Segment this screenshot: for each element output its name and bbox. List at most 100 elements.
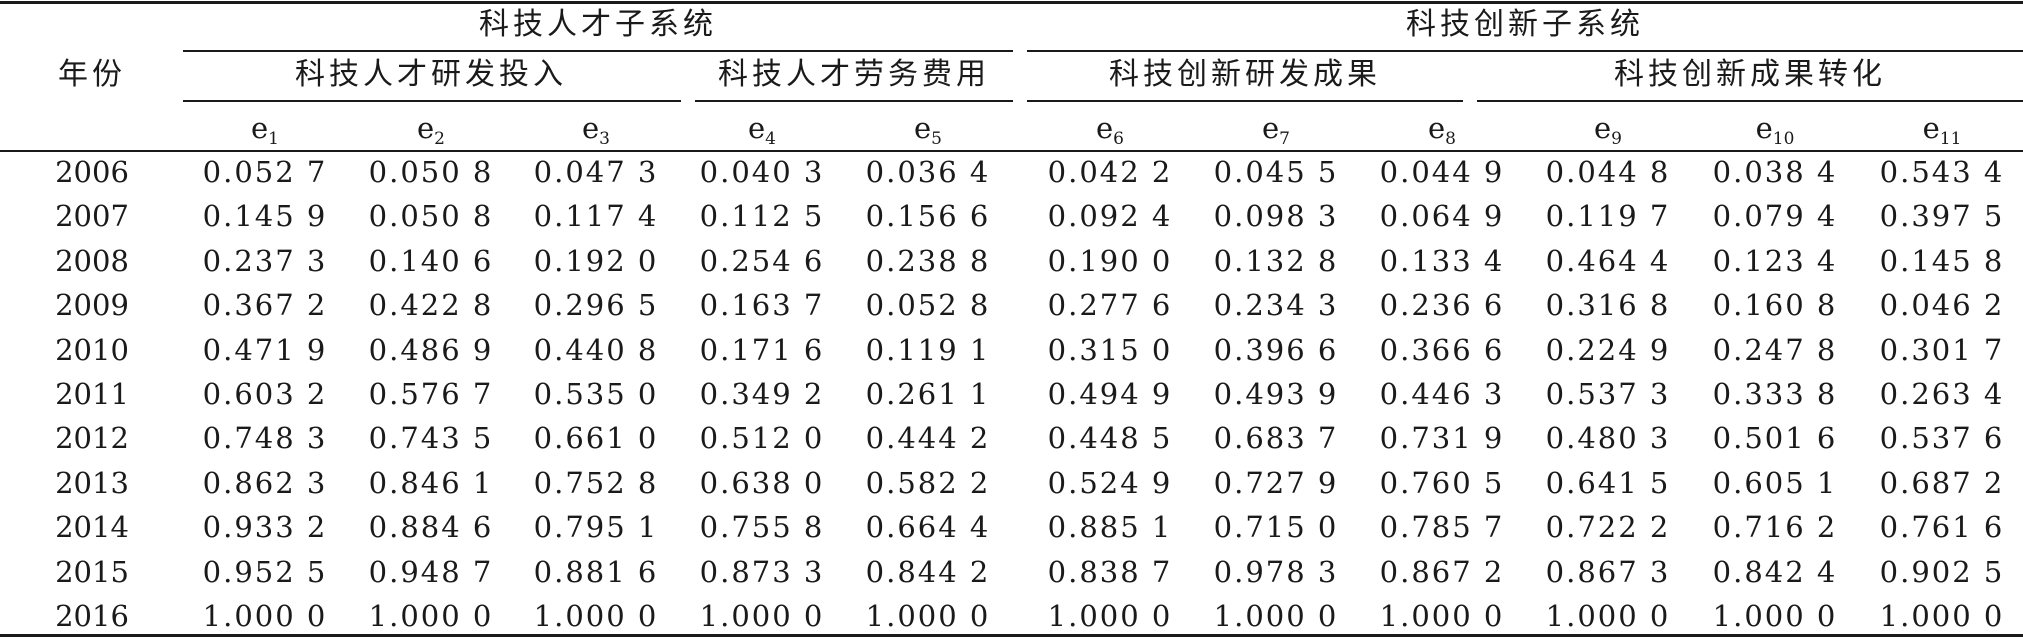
value-cell: 0.349 2	[699, 377, 825, 411]
value-cell: 0.190 0	[1047, 243, 1173, 278]
value-cell: 0.448 5	[1047, 421, 1173, 456]
value-cell: 0.603 2	[202, 377, 328, 411]
value-cell: 0.785 7	[1379, 510, 1505, 545]
value-cell: 0.885 1	[1047, 510, 1173, 545]
subgroup-header-2: 科技人才劳务费用	[718, 57, 990, 92]
value-cell: 0.156 6	[865, 199, 991, 234]
value-cell: 0.727 9	[1213, 465, 1339, 500]
value-cell: 0.838 7	[1047, 554, 1173, 589]
value-cell: 0.952 5	[202, 554, 328, 589]
year-cell: 2015	[55, 554, 129, 589]
value-cell: 1.000 0	[368, 599, 494, 633]
indicator-subscript: 4	[765, 129, 776, 149]
value-cell: 0.367 2	[202, 288, 328, 323]
year-cell: 2016	[55, 599, 129, 633]
value-cell: 1.000 0	[1545, 599, 1671, 633]
value-cell: 0.446 3	[1379, 377, 1505, 411]
indicator-subscript: 2	[434, 129, 445, 149]
value-cell: 0.052 7	[202, 155, 328, 189]
value-cell: 0.687 2	[1879, 465, 2005, 500]
value-cell: 0.044 9	[1379, 155, 1505, 189]
indicator-subscript: 10	[1772, 129, 1795, 149]
value-cell: 0.605 1	[1712, 465, 1838, 500]
value-cell: 1.000 0	[202, 599, 328, 633]
value-cell: 0.978 3	[1213, 554, 1339, 589]
value-cell: 0.098 3	[1213, 199, 1339, 234]
group-underline-innovation	[1027, 50, 2023, 52]
value-cell: 0.537 3	[1545, 377, 1671, 411]
subgroup-underline-2	[695, 100, 1013, 102]
indicator-header-e6: e6	[1096, 114, 1124, 148]
value-cell: 0.440 8	[533, 332, 659, 367]
value-cell: 0.867 3	[1545, 554, 1671, 589]
value-cell: 0.123 4	[1712, 243, 1838, 278]
value-cell: 0.494 9	[1047, 377, 1173, 411]
value-cell: 0.716 2	[1712, 510, 1838, 545]
value-cell: 0.112 5	[699, 199, 825, 234]
value-cell: 0.867 2	[1379, 554, 1505, 589]
indicator-subscript: 11	[1939, 129, 1962, 149]
value-cell: 0.842 4	[1712, 554, 1838, 589]
value-cell: 1.000 0	[1879, 599, 2005, 633]
subgroup-header-1: 科技人才研发投入	[295, 57, 567, 92]
subgroup-underline-1	[183, 100, 681, 102]
value-cell: 1.000 0	[1047, 599, 1173, 633]
year-header: 年份	[58, 57, 126, 92]
value-cell: 0.234 3	[1213, 288, 1339, 323]
value-cell: 0.040 3	[699, 155, 825, 189]
value-cell: 0.444 2	[865, 421, 991, 456]
value-cell: 0.464 4	[1545, 243, 1671, 278]
indicator-subscript: 6	[1113, 129, 1124, 149]
bottom-rule	[0, 634, 2023, 637]
value-cell: 0.050 8	[368, 155, 494, 189]
year-cell: 2014	[55, 510, 129, 545]
value-cell: 0.396 6	[1213, 332, 1339, 367]
indicator-header-e3: e3	[582, 114, 610, 148]
value-cell: 0.145 9	[202, 199, 328, 234]
value-cell: 0.683 7	[1213, 421, 1339, 456]
value-cell: 0.145 8	[1879, 243, 2005, 278]
value-cell: 0.422 8	[368, 288, 494, 323]
subgroup-header-4: 科技创新成果转化	[1614, 57, 1886, 92]
top-rule	[0, 1, 2023, 4]
value-cell: 0.296 5	[533, 288, 659, 323]
value-cell: 0.638 0	[699, 465, 825, 500]
year-cell: 2008	[55, 243, 129, 278]
value-cell: 0.052 8	[865, 288, 991, 323]
value-cell: 0.237 3	[202, 243, 328, 278]
value-cell: 0.119 1	[865, 332, 991, 367]
indicator-header-e7: e7	[1262, 114, 1290, 148]
group-header-talent: 科技人才子系统	[479, 7, 717, 42]
value-cell: 0.501 6	[1712, 421, 1838, 456]
value-cell: 0.795 1	[533, 510, 659, 545]
year-cell: 2009	[55, 288, 129, 323]
value-cell: 0.092 4	[1047, 199, 1173, 234]
value-cell: 0.042 2	[1047, 155, 1173, 189]
value-cell: 0.036 4	[865, 155, 991, 189]
value-cell: 0.884 6	[368, 510, 494, 545]
value-cell: 0.480 3	[1545, 421, 1671, 456]
value-cell: 0.641 5	[1545, 465, 1671, 500]
value-cell: 0.079 4	[1712, 199, 1838, 234]
value-cell: 0.044 8	[1545, 155, 1671, 189]
indicator-header-e8: e8	[1428, 114, 1456, 148]
value-cell: 0.752 8	[533, 465, 659, 500]
subgroup-underline-3	[1027, 100, 1463, 102]
indicator-subscript: 9	[1611, 129, 1622, 149]
value-cell: 0.933 2	[202, 510, 328, 545]
indicator-base: e	[1262, 111, 1280, 145]
value-cell: 0.117 4	[533, 199, 659, 234]
value-cell: 0.366 6	[1379, 332, 1505, 367]
value-cell: 0.755 8	[699, 510, 825, 545]
header-bottom-rule	[0, 150, 2023, 152]
indicator-subscript: 3	[599, 129, 610, 149]
value-cell: 0.064 9	[1379, 199, 1505, 234]
value-cell: 0.301 7	[1879, 332, 2005, 367]
value-cell: 0.132 8	[1213, 243, 1339, 278]
value-cell: 0.160 8	[1712, 288, 1838, 323]
value-cell: 0.902 5	[1879, 554, 2005, 589]
value-cell: 0.722 2	[1545, 510, 1671, 545]
indicator-base: e	[1096, 111, 1114, 145]
value-cell: 0.731 9	[1379, 421, 1505, 456]
value-cell: 0.224 9	[1545, 332, 1671, 367]
